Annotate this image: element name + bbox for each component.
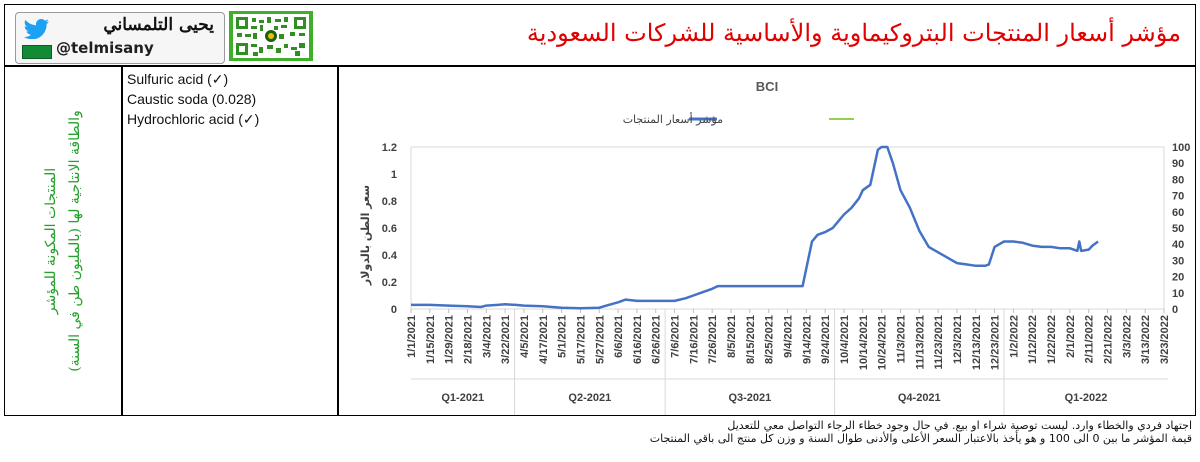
x-tick-label: 11/13/2021 bbox=[914, 315, 926, 369]
x-tick-label: 6/6/2021 bbox=[613, 315, 625, 358]
x-tick-label: 2/21/2022 bbox=[1103, 315, 1115, 364]
x-tick-label: 10/4/2021 bbox=[839, 315, 851, 364]
x-tick-label: 1/15/2021 bbox=[425, 315, 437, 364]
y-tick-label: 0 bbox=[391, 304, 397, 316]
plot-area bbox=[410, 146, 1165, 310]
header: يحيى التلمساني @telmisany مؤشر أسعار الم… bbox=[4, 4, 1196, 66]
x-tick-label: 5/27/2021 bbox=[594, 315, 606, 364]
y2-tick-label: 20 bbox=[1172, 272, 1184, 284]
x-tick-label: 6/16/2021 bbox=[632, 315, 644, 364]
product-list: Sulfuric acid (✓) Caustic soda (0.028) H… bbox=[127, 69, 259, 129]
y2-tick-label: 100 bbox=[1172, 142, 1190, 154]
x-tick-label: 6/26/2021 bbox=[651, 315, 663, 364]
chart-title: BCI bbox=[756, 79, 778, 94]
saudi-flag-icon bbox=[22, 45, 52, 59]
quarter-label: Q2-2021 bbox=[568, 392, 611, 404]
x-tick-label: 5/1/2021 bbox=[557, 315, 569, 358]
x-tick-label: 4/5/2021 bbox=[519, 315, 531, 358]
x-tick-label: 2/11/2022 bbox=[1084, 315, 1096, 363]
x-tick-label: 1/2/2022 bbox=[1008, 315, 1020, 358]
page-title: مؤشر أسعار المنتجات البتروكيماوية والأسا… bbox=[526, 19, 1181, 47]
y-tick-label: 0.8 bbox=[382, 196, 397, 208]
x-tick-label: 3/23/2022 bbox=[1159, 315, 1171, 364]
x-tick-label: 11/3/2021 bbox=[895, 315, 907, 363]
x-tick-label: 12/13/2021 bbox=[971, 315, 983, 370]
x-tick-label: 9/24/2021 bbox=[820, 315, 832, 364]
legend-label-series: مؤشر أسعار المنتجات bbox=[623, 112, 723, 126]
y-tick-label: 0.4 bbox=[382, 250, 398, 262]
brand-badge: يحيى التلمساني @telmisany bbox=[15, 12, 225, 64]
product-list-panel: Sulfuric acid (✓) Caustic soda (0.028) H… bbox=[122, 66, 338, 416]
y2-tick-label: 40 bbox=[1172, 239, 1184, 251]
product-item: Hydrochloric acid (✓) bbox=[127, 111, 260, 127]
x-tick-label: 2/1/2022 bbox=[1065, 315, 1077, 358]
x-tick-label: 10/24/2021 bbox=[877, 315, 889, 370]
x-tick-label: 8/25/2021 bbox=[764, 315, 776, 364]
y2-tick-label: 60 bbox=[1172, 207, 1184, 219]
x-tick-label: 9/4/2021 bbox=[783, 315, 795, 358]
product-item: Sulfuric acid (✓) bbox=[127, 71, 229, 87]
x-tick-label: 7/26/2021 bbox=[707, 315, 719, 364]
x-tick-label: 3/22/2021 bbox=[500, 315, 512, 364]
y2-tick-label: 0 bbox=[1172, 304, 1178, 316]
brand-name: يحيى التلمساني bbox=[103, 15, 214, 35]
x-tick-label: 2/18/2021 bbox=[462, 315, 474, 364]
bci-chart: BCI مؤشر أسعار المنتجات سعر الطن بالدولا… bbox=[359, 79, 1190, 415]
x-tick-label: 11/23/2021 bbox=[933, 315, 945, 369]
x-tick-label: 1/1/2021 bbox=[406, 315, 418, 358]
constituents-caption-line2: والطاقة الانتاجية لها (بالمليون طن في ال… bbox=[67, 110, 83, 372]
y-axis-label: سعر الطن بالدولار bbox=[359, 185, 372, 286]
y2-tick-label: 70 bbox=[1172, 191, 1184, 203]
x-tick-label: 1/12/2022 bbox=[1027, 315, 1039, 364]
qr-code-icon bbox=[229, 11, 313, 61]
x-tick-label: 9/14/2021 bbox=[801, 315, 813, 364]
y-tick-label: 0.6 bbox=[382, 223, 397, 235]
x-tick-label: 3/4/2021 bbox=[481, 315, 493, 358]
quarter-label: Q1-2021 bbox=[441, 392, 484, 404]
y2-tick-label: 90 bbox=[1172, 158, 1184, 170]
quarter-label: Q4-2021 bbox=[898, 392, 941, 404]
x-tick-label: 8/5/2021 bbox=[726, 315, 738, 358]
y2-tick-label: 10 bbox=[1172, 288, 1184, 300]
y2-tick-label: 50 bbox=[1172, 223, 1184, 235]
x-tick-label: 12/3/2021 bbox=[952, 315, 964, 364]
x-tick-label: 3/13/2022 bbox=[1140, 315, 1152, 364]
x-tick-label: 10/14/2021 bbox=[858, 315, 870, 370]
y-tick-label: 1 bbox=[391, 169, 397, 181]
x-tick-label: 1/29/2021 bbox=[444, 315, 456, 364]
constituents-panel: المنتجات المكونة للمؤشر والطاقة الانتاجي… bbox=[4, 66, 122, 416]
constituents-caption-line1: المنتجات المكونة للمؤشر bbox=[43, 167, 59, 315]
twitter-handle: @telmisany bbox=[56, 39, 154, 57]
y2-tick-label: 80 bbox=[1172, 174, 1184, 186]
chart-panel: BCI مؤشر أسعار المنتجات سعر الطن بالدولا… bbox=[338, 66, 1196, 416]
series-line bbox=[411, 145, 1099, 310]
x-tick-label: 5/17/2021 bbox=[575, 315, 587, 364]
quarter-label: Q3-2021 bbox=[728, 392, 771, 404]
y2-tick-label: 30 bbox=[1172, 255, 1184, 267]
product-item: Caustic soda (0.028) bbox=[127, 91, 257, 107]
x-tick-label: 7/16/2021 bbox=[688, 315, 700, 364]
quarter-label: Q1-2022 bbox=[1065, 392, 1108, 404]
disclaimer-text: اجتهاد فردي والخطاء وارد. ليست توصية شرا… bbox=[727, 419, 1192, 432]
footer-notes: اجتهاد فردي والخطاء وارد. ليست توصية شرا… bbox=[650, 419, 1192, 445]
y-tick-label: 0.2 bbox=[382, 277, 397, 289]
y-tick-label: 1.2 bbox=[382, 142, 397, 154]
x-tick-label: 7/6/2021 bbox=[670, 315, 682, 358]
x-tick-label: 3/3/2022 bbox=[1121, 315, 1133, 358]
constituents-caption: المنتجات المكونة للمؤشر والطاقة الانتاجي… bbox=[39, 86, 87, 396]
methodology-text: قيمة المؤشر ما بين 0 الى 100 و هو يأخذ ب… bbox=[649, 432, 1192, 445]
x-tick-label: 1/22/2022 bbox=[1046, 315, 1058, 364]
twitter-bird-icon bbox=[24, 19, 49, 39]
x-tick-label: 4/17/2021 bbox=[538, 315, 550, 364]
x-tick-label: 12/23/2021 bbox=[990, 315, 1002, 370]
x-tick-label: 8/15/2021 bbox=[745, 315, 757, 364]
